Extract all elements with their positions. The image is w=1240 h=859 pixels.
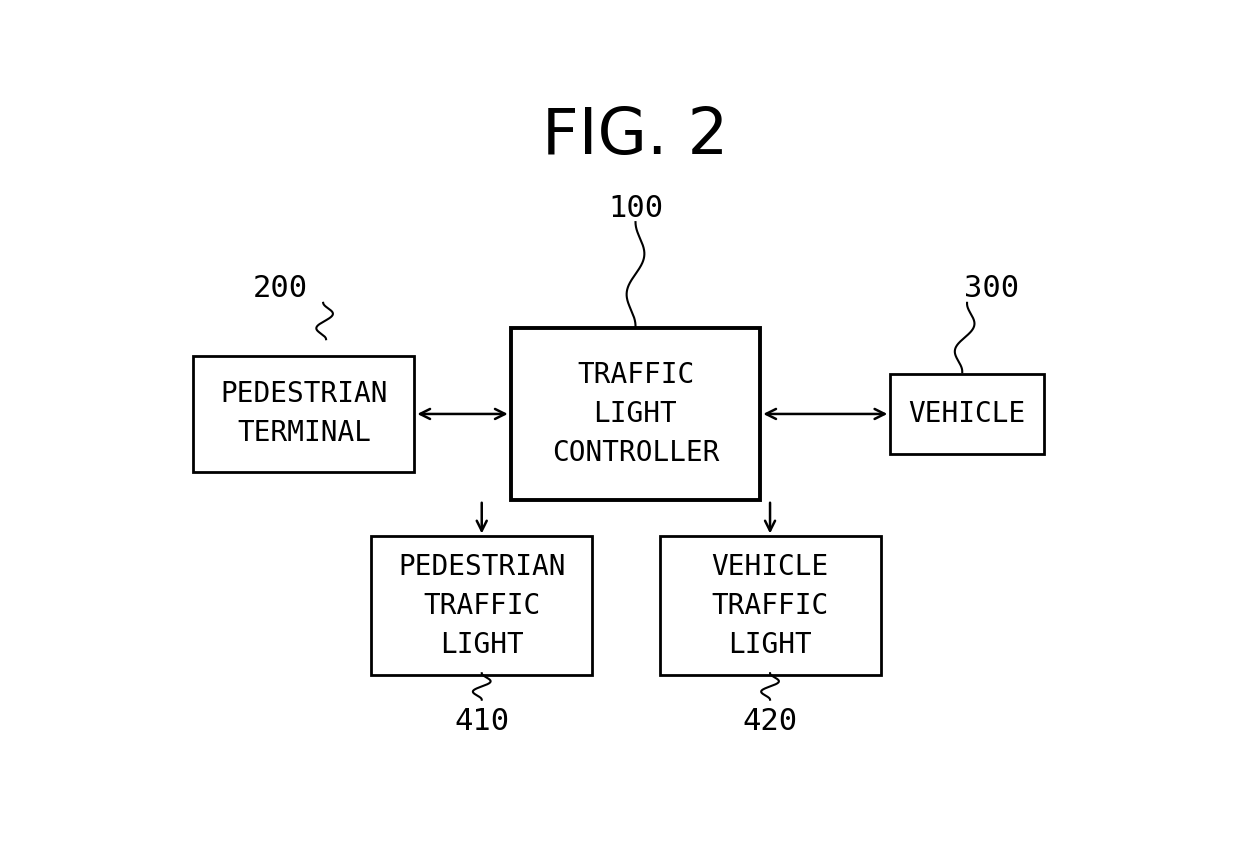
Text: 200: 200 <box>253 274 308 302</box>
Text: 410: 410 <box>454 707 510 736</box>
Text: 420: 420 <box>743 707 797 736</box>
Text: 100: 100 <box>608 194 663 223</box>
FancyBboxPatch shape <box>660 536 880 675</box>
Text: VEHICLE: VEHICLE <box>909 400 1025 428</box>
FancyBboxPatch shape <box>371 536 593 675</box>
FancyBboxPatch shape <box>890 375 1044 454</box>
Text: TRAFFIC
LIGHT
CONTROLLER: TRAFFIC LIGHT CONTROLLER <box>552 361 719 467</box>
FancyBboxPatch shape <box>511 328 760 500</box>
Text: VEHICLE
TRAFFIC
LIGHT: VEHICLE TRAFFIC LIGHT <box>712 553 828 659</box>
Text: 300: 300 <box>963 274 1018 302</box>
Text: PEDESTRIAN
TRAFFIC
LIGHT: PEDESTRIAN TRAFFIC LIGHT <box>398 553 565 659</box>
FancyBboxPatch shape <box>193 356 414 472</box>
Text: FIG. 2: FIG. 2 <box>542 105 729 168</box>
Text: PEDESTRIAN
TERMINAL: PEDESTRIAN TERMINAL <box>221 381 388 448</box>
